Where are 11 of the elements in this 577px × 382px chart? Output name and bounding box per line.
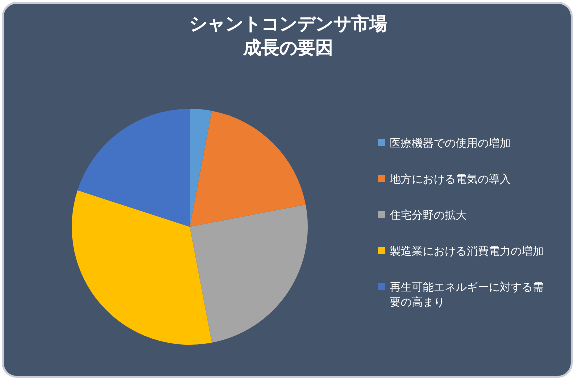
pie-slice [190,111,306,227]
chart-title: シャントコンデンサ市場成長の要因 [190,14,388,59]
pie-slice [190,204,308,343]
legend-label: 住宅分野の拡大 [390,209,467,222]
legend-label: 地方における電気の導入 [389,173,511,186]
legend-label: 製造業における消費電力の増加 [390,245,544,258]
pie-slice [78,109,190,227]
legend-label: 再生可能エネルギーに対する需要の高まり [390,281,544,309]
legend-label: 医療機器での使用の増加 [390,137,511,150]
pie-slice [190,109,212,227]
pie-slice [72,190,212,345]
